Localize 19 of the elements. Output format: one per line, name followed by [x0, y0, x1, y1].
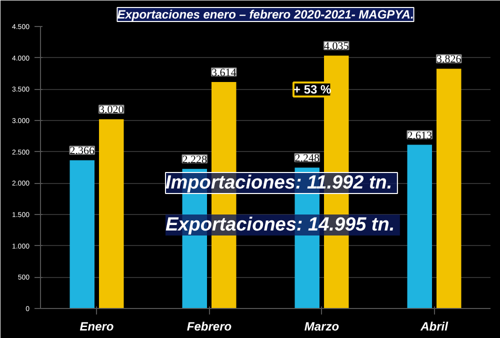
x-tick-label: Enero: [80, 320, 114, 334]
bar: [99, 119, 124, 308]
data-label: 3.614: [212, 67, 237, 80]
data-label: 3.020: [99, 104, 124, 116]
annotation: Exportaciones: 14.995 tn.: [166, 214, 395, 236]
data-label: 2.613: [407, 130, 432, 142]
x-tick-label: Febrero: [186, 320, 232, 334]
x-tick-label: Marzo: [304, 320, 340, 334]
annotation: Importaciones: 11.992 tn.: [166, 172, 392, 194]
data-label: 2.366: [70, 145, 95, 158]
bar: [436, 68, 462, 308]
bar: [407, 144, 432, 308]
data-label: 4.035: [324, 40, 350, 53]
data-label: 2.228: [182, 154, 208, 166]
x-tick-label: Abril: [420, 320, 449, 334]
bar: [70, 160, 94, 308]
data-label: 2.248: [294, 152, 320, 165]
chart-title: Exportaciones enero – febrero 2020-2021- MAGPYA.: [117, 8, 414, 22]
data-label: 3.826: [436, 54, 462, 66]
